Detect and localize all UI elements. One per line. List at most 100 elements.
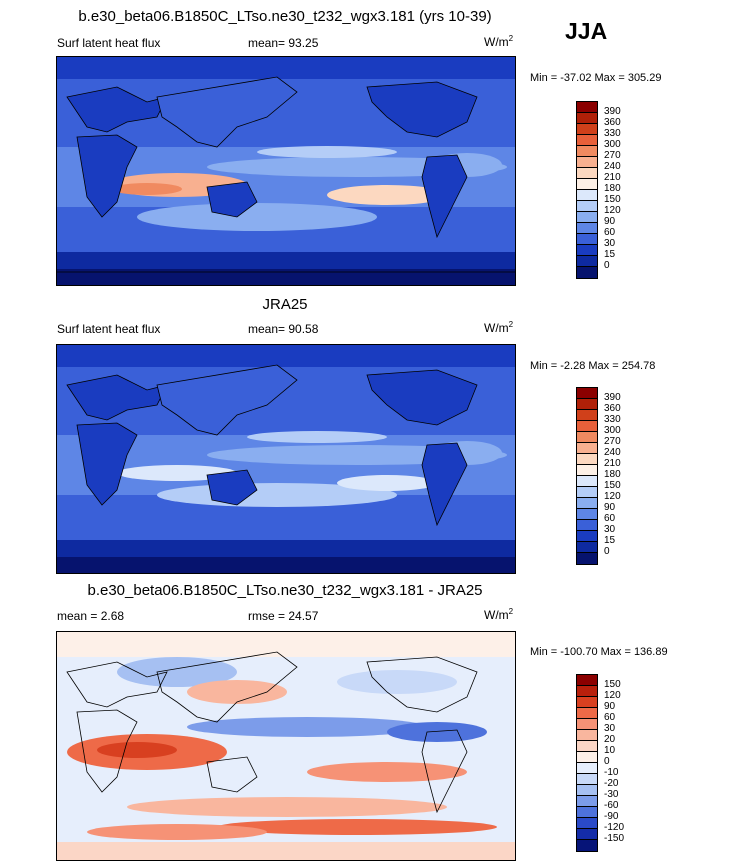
panel3-colorbar-swatch xyxy=(577,840,597,851)
panel1-colorbar-swatch xyxy=(577,135,597,146)
panel3-colorbar-swatch xyxy=(577,796,597,807)
panel3-map xyxy=(56,631,516,861)
panel2-colorbar-swatch xyxy=(577,487,597,498)
panel3-colorbar-swatch xyxy=(577,774,597,785)
panel2-colorbar-swatch xyxy=(577,410,597,421)
panel2-colorbar-swatch xyxy=(577,553,597,564)
panel1-colorbar-swatch xyxy=(577,157,597,168)
panel3-title: b.e30_beta06.B1850C_LTso.ne30_t232_wgx3.… xyxy=(87,582,483,599)
panel3-colorbar-label: 90 xyxy=(604,701,616,712)
panel3-colorbar-swatch xyxy=(577,818,597,829)
panel1-colorbar-label: 0 xyxy=(604,260,610,271)
panel2-colorbar-label: 390 xyxy=(604,392,621,403)
panel1-colorbar-swatch xyxy=(577,190,597,201)
panel1-colorbar-swatch xyxy=(577,267,597,278)
panel3-colorbar-swatch xyxy=(577,741,597,752)
panel2-colorbar-swatch xyxy=(577,542,597,553)
panel3-colorbar-label: 120 xyxy=(604,690,621,701)
panel1-colorbar-swatch xyxy=(577,256,597,267)
panel3-colorbar-swatch xyxy=(577,675,597,686)
panel2-colorbar-label: 30 xyxy=(604,524,616,535)
panel1-colorbar-swatch xyxy=(577,124,597,135)
panel2-colorbar-swatch xyxy=(577,454,597,465)
panel1-variable-label: Surf latent heat flux xyxy=(57,36,161,50)
panel3-colorbar-swatch xyxy=(577,686,597,697)
panel1-units: W/m2 xyxy=(484,34,514,49)
panel2-colorbar-swatch xyxy=(577,476,597,487)
panel3-colorbar-label: 30 xyxy=(604,723,616,734)
panel1-colorbar-label: 150 xyxy=(604,194,621,205)
panel2-colorbar-label: 240 xyxy=(604,447,621,458)
panel3-colorbar-label: 20 xyxy=(604,734,616,745)
panel2-colorbar-swatch xyxy=(577,520,597,531)
panel3-colorbar-label: -60 xyxy=(604,800,619,811)
panel2-colorbar-label: 60 xyxy=(604,513,616,524)
panel3-colorbar-swatch xyxy=(577,785,597,796)
panel3-colorbar-swatch xyxy=(577,752,597,763)
panel2-map xyxy=(56,344,516,574)
panel3-mean-label: mean = 2.68 xyxy=(57,609,125,623)
panel1-colorbar-label: 210 xyxy=(604,172,621,183)
panel1-colorbar-swatch xyxy=(577,223,597,234)
panel3-colorbar-swatch xyxy=(577,807,597,818)
panel1-colorbar-label: 240 xyxy=(604,161,621,172)
panel1-minmax: Min = -37.02 Max = 305.29 xyxy=(530,72,662,84)
panel1-colorbar-label: 180 xyxy=(604,183,621,194)
panel2-mean-label: mean= 90.58 xyxy=(248,322,319,336)
panel1-colorbar-swatch xyxy=(577,102,597,113)
panel2-colorbar-swatch xyxy=(577,421,597,432)
panel3-colorbar-label: 60 xyxy=(604,712,616,723)
panel2-colorbar-swatch xyxy=(577,465,597,476)
panel1-title: b.e30_beta06.B1850C_LTso.ne30_t232_wgx3.… xyxy=(78,8,492,25)
panel3-colorbar-label: 150 xyxy=(604,679,621,690)
panel2-colorbar-swatch xyxy=(577,443,597,454)
season-label: JJA xyxy=(565,18,608,44)
panel1-colorbar xyxy=(576,101,598,279)
panel1-colorbar-label: 15 xyxy=(604,249,616,260)
panel3-colorbar-label: -150 xyxy=(604,833,625,844)
panel1-colorbar-swatch xyxy=(577,113,597,124)
panel2-colorbar-label: 330 xyxy=(604,414,621,425)
panel2-colorbar-swatch xyxy=(577,388,597,399)
panel1-colorbar-label: 60 xyxy=(604,227,616,238)
panel1-mean-label: mean= 93.25 xyxy=(248,36,319,50)
panel1-map xyxy=(56,56,516,286)
panel3-colorbar-swatch xyxy=(577,763,597,774)
panel1-colorbar-label: 360 xyxy=(604,117,621,128)
panel2-colorbar-swatch xyxy=(577,509,597,520)
panel1-colorbar-swatch xyxy=(577,245,597,256)
panel3-rmse-label: rmse = 24.57 xyxy=(248,609,319,623)
panel2-variable-label: Surf latent heat flux xyxy=(57,322,161,336)
panel3-minmax: Min = -100.70 Max = 136.89 xyxy=(530,646,668,658)
panel2-minmax: Min = -2.28 Max = 254.78 xyxy=(530,360,656,372)
panel1-colorbar-swatch xyxy=(577,146,597,157)
panel2-colorbar-label: 90 xyxy=(604,502,616,513)
panel1-colorbar-swatch xyxy=(577,168,597,179)
panel3-colorbar-swatch xyxy=(577,829,597,840)
panel3-colorbar-label: -30 xyxy=(604,789,619,800)
panel1-colorbar-swatch xyxy=(577,212,597,223)
panel2-colorbar-swatch xyxy=(577,498,597,509)
panel1-colorbar-label: 390 xyxy=(604,106,621,117)
panel3-colorbar-label: -20 xyxy=(604,778,619,789)
panel2-colorbar-label: 120 xyxy=(604,491,621,502)
panel1-colorbar-label: 330 xyxy=(604,128,621,139)
panel3-colorbar-swatch xyxy=(577,730,597,741)
panel3-colorbar-label: 0 xyxy=(604,756,610,767)
panel3-colorbar-label: -90 xyxy=(604,811,619,822)
panel2-colorbar xyxy=(576,387,598,565)
panel2-colorbar-label: 15 xyxy=(604,535,616,546)
panel1-colorbar-swatch xyxy=(577,234,597,245)
panel1-colorbar-label: 300 xyxy=(604,139,621,150)
panel2-colorbar-label: 300 xyxy=(604,425,621,436)
panel2-colorbar-label: 150 xyxy=(604,480,621,491)
panel1-colorbar-swatch xyxy=(577,179,597,190)
panel3-colorbar-swatch xyxy=(577,708,597,719)
panel1-colorbar-label: 90 xyxy=(604,216,616,227)
panel3-units: W/m2 xyxy=(484,607,514,622)
panel2-title: JRA25 xyxy=(262,296,308,313)
panel1-colorbar-swatch xyxy=(577,201,597,212)
panel2-colorbar-label: 210 xyxy=(604,458,621,469)
panel2-colorbar-swatch xyxy=(577,432,597,443)
panel2-units: W/m2 xyxy=(484,320,514,335)
